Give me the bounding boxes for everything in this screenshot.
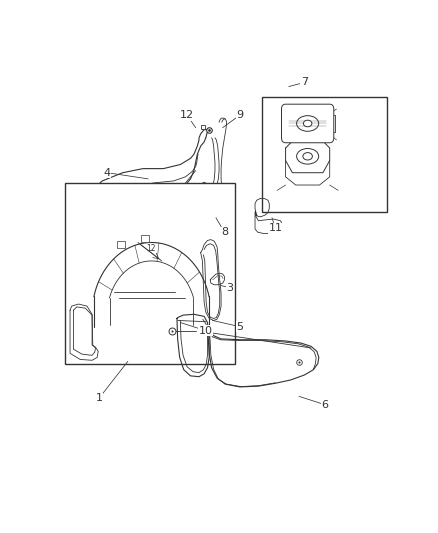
- Bar: [262, 97, 387, 212]
- Text: 7: 7: [300, 77, 308, 87]
- Text: 12: 12: [146, 244, 155, 253]
- Bar: [141, 235, 149, 241]
- Text: 10: 10: [199, 326, 213, 336]
- Text: 11: 11: [268, 223, 283, 233]
- Bar: [117, 241, 125, 248]
- Text: 6: 6: [321, 400, 328, 409]
- Text: 8: 8: [221, 227, 228, 237]
- Text: 9: 9: [236, 110, 244, 120]
- Text: 4: 4: [104, 168, 111, 177]
- Ellipse shape: [303, 152, 312, 160]
- Ellipse shape: [297, 116, 319, 131]
- Text: 3: 3: [226, 282, 233, 293]
- FancyBboxPatch shape: [282, 104, 334, 143]
- Text: 5: 5: [236, 321, 243, 332]
- Bar: [65, 183, 235, 364]
- Text: 1: 1: [95, 393, 102, 403]
- Ellipse shape: [304, 120, 312, 127]
- Bar: [201, 125, 205, 129]
- Ellipse shape: [297, 149, 319, 164]
- Text: 12: 12: [180, 110, 194, 120]
